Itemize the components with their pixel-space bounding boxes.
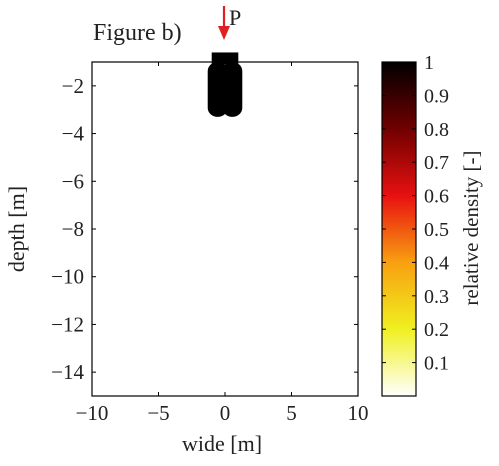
chart-title: Figure b) — [93, 20, 182, 46]
y-tick-label: −14 — [51, 360, 84, 384]
y-tick-label: −10 — [51, 265, 84, 289]
y-tick-label: −8 — [62, 217, 84, 241]
y-tick-label: −4 — [62, 122, 85, 146]
load-label: P — [229, 5, 241, 30]
y-axis-label: depth [m] — [4, 186, 29, 272]
y-axis-ticks: −2 −4 −6 −8 −10 −12 −14 — [51, 74, 358, 384]
colorbar-tick-label: 0.3 — [424, 286, 449, 308]
x-tick-label: 10 — [348, 401, 369, 425]
load-arrow-icon — [218, 6, 230, 40]
x-tick-label: −5 — [147, 401, 169, 425]
plot-area: −10 −5 0 5 10 −2 −4 −6 −8 −10 −12 −14 — [51, 52, 369, 425]
colorbar — [381, 61, 417, 397]
x-axis-ticks: −10 −5 0 5 10 — [76, 62, 369, 425]
colorbar-tick-label: 0.9 — [424, 85, 449, 107]
colorbar-tick-label: 0.2 — [424, 319, 449, 341]
colorbar-tick-label: 0.5 — [424, 219, 449, 241]
footing — [211, 52, 239, 64]
density-region-right-lobe — [222, 62, 243, 117]
colorbar-label: relative density [-] — [459, 150, 483, 305]
x-axis-label: wide [m] — [182, 431, 262, 456]
x-tick-label: 5 — [286, 401, 297, 425]
colorbar-tick-label: 0.6 — [424, 186, 449, 208]
y-tick-label: −2 — [62, 74, 84, 98]
y-tick-label: −12 — [51, 312, 84, 336]
density-regions — [207, 62, 243, 117]
y-tick-label: −6 — [62, 169, 84, 193]
colorbar-tick-label: 1 — [424, 52, 434, 74]
colorbar-tick-label: 0.1 — [424, 353, 449, 375]
x-tick-label: 0 — [220, 401, 231, 425]
colorbar-tick-label: 0.8 — [424, 119, 449, 141]
x-tick-label: −10 — [76, 401, 109, 425]
colorbar-ticks: 0.1 0.2 0.3 0.4 0.5 0.6 0.7 0.8 0.9 1 — [382, 52, 449, 375]
colorbar-tick-label: 0.7 — [424, 152, 449, 174]
colorbar-tick-label: 0.4 — [424, 252, 449, 274]
